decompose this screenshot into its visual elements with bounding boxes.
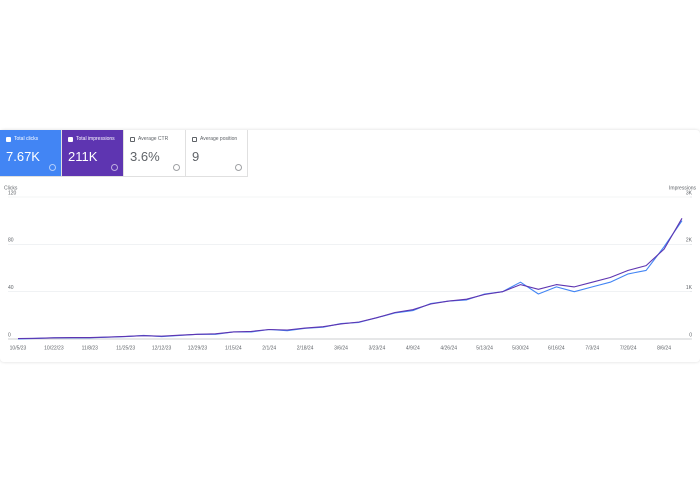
chart: Clicks Impressions 0 40 80 120 0 1K 2K 3K 10/5/2… (4, 185, 697, 351)
x-tick-label: 12/12/23 (152, 345, 172, 351)
x-tick-label: 5/13/24 (476, 345, 493, 351)
x-tick-label: 10/22/23 (44, 345, 64, 351)
metric-label: Average position (200, 136, 238, 142)
x-tick-label: 3/23/24 (369, 345, 386, 351)
metric-label: Total impressions (76, 136, 115, 142)
series-line (17, 220, 683, 340)
x-tick-label: 7/3/24 (585, 345, 599, 351)
x-tick-label: 6/16/24 (548, 345, 565, 351)
performance-panel: Total clicks 7.67K Total impressions 211… (0, 130, 700, 362)
x-tick-label: 4/9/24 (406, 345, 420, 351)
metric-card[interactable]: Average position 9 (186, 130, 248, 177)
metric-value: 3.6% (130, 149, 160, 164)
y2-tick-label: 3K (686, 190, 693, 196)
x-tick-label: 2/18/24 (297, 345, 314, 351)
metric-value: 9 (192, 149, 200, 164)
y-tick-label: 40 (8, 285, 14, 291)
x-tick-label: 4/26/24 (440, 345, 457, 351)
series-line (17, 218, 683, 340)
x-tick-label: 7/20/24 (620, 345, 637, 351)
metric-card[interactable]: Average CTR 3.6% (124, 130, 186, 177)
metric-card[interactable]: Total clicks 7.67K (0, 130, 62, 177)
y-tick-label: 0 (8, 332, 11, 338)
y2-axis-title: Impressions (669, 185, 696, 191)
metric-label: Total clicks (14, 136, 39, 142)
x-tick-label: 11/8/23 (82, 345, 99, 351)
y2-tick-label: 1K (686, 285, 693, 291)
x-tick-label: 2/1/24 (262, 345, 276, 351)
y2-tick-label: 2K (686, 238, 693, 244)
y2-tick-label: 0 (689, 332, 692, 338)
y-tick-label: 80 (8, 238, 14, 244)
x-tick-label: 3/6/24 (334, 345, 348, 351)
y-tick-label: 120 (8, 190, 17, 196)
x-tick-label: 10/5/23 (10, 345, 27, 351)
metric-value: 211K (68, 149, 98, 164)
y-axis-title: Clicks (4, 185, 18, 191)
x-tick-label: 1/15/24 (225, 345, 242, 351)
x-tick-label: 8/6/24 (657, 345, 671, 351)
x-tick-label: 11/25/23 (116, 345, 135, 351)
x-tick-label: 12/29/23 (188, 345, 208, 351)
metric-value: 7.67K (6, 149, 40, 164)
x-tick-label: 5/30/24 (512, 345, 529, 351)
metric-card[interactable]: Total impressions 211K (62, 130, 124, 177)
metric-label: Average CTR (138, 136, 169, 142)
